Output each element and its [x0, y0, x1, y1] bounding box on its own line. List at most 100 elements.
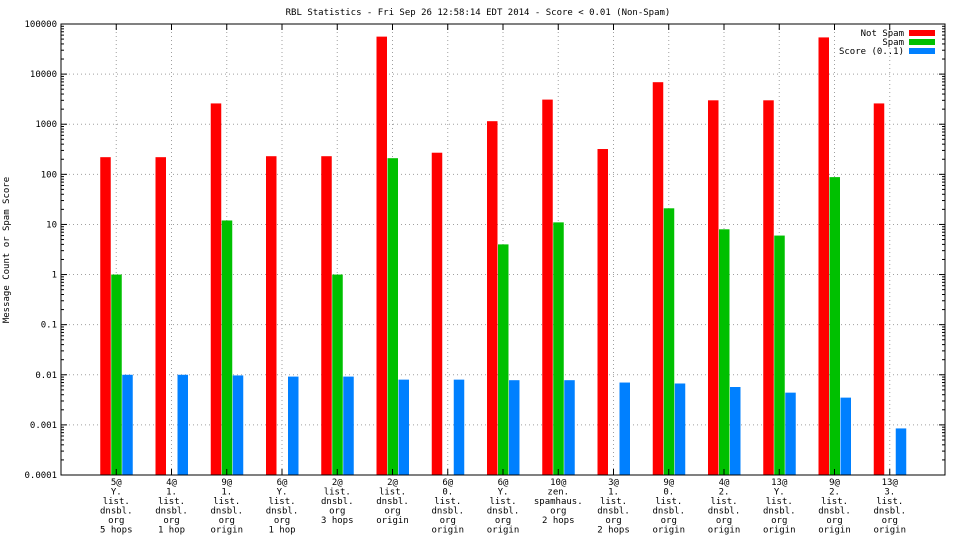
x-tick-label: 6@ [277, 478, 288, 488]
x-tick-label: 1. [221, 488, 232, 498]
x-tick-label: list. [268, 497, 295, 507]
x-tick-label: Y. [774, 488, 785, 498]
x-tick-label: dnsbl. [155, 507, 188, 517]
x-tick-label: 1 hop [268, 526, 295, 536]
x-tick-label: list. [489, 497, 516, 507]
bar-score-0-1 [674, 383, 686, 475]
x-tick-label: list. [158, 497, 185, 507]
x-tick-label: org [661, 516, 677, 526]
bar-score-0-1 [343, 376, 354, 475]
bar-score-0-1 [288, 376, 299, 475]
x-tick-label: dnsbl. [266, 507, 299, 517]
bar-not-spam [431, 152, 443, 475]
x-tick-label: 9@ [829, 478, 840, 488]
x-tick-label: org [163, 516, 179, 526]
y-tick-label: 1 [52, 271, 57, 281]
bar-score-0-1 [785, 392, 796, 475]
x-tick-label: 6@ [442, 478, 453, 488]
bar-not-spam [210, 103, 222, 476]
y-tick-label: 0.01 [35, 371, 57, 381]
x-tick-label: 3 hops [321, 516, 354, 526]
y-tick-label: 1000 [35, 120, 57, 130]
bar-spam [498, 244, 509, 475]
x-tick-label: 2 hops [597, 526, 630, 536]
bars [100, 36, 907, 476]
x-tick-label: 2 hops [542, 516, 575, 526]
x-tick-label: origin [873, 526, 906, 536]
x-tick-label: org [771, 516, 787, 526]
bar-spam [221, 220, 233, 475]
x-tick-label: list. [876, 497, 903, 507]
legend-label: Spam [882, 38, 904, 48]
x-tick-label: org [219, 516, 235, 526]
legend-swatch [909, 39, 935, 45]
y-tick-label: 0.001 [30, 421, 57, 431]
x-tick-label: dnsbl. [210, 507, 243, 517]
bar-spam [663, 208, 675, 476]
x-tick-label: dnsbl. [818, 507, 851, 517]
x-tick-label: 1 hop [158, 526, 185, 536]
x-tick-label: Y. [277, 488, 288, 498]
bar-not-spam [708, 100, 719, 476]
y-ticks: 100000 10000 1000 100 10 1 0.1 0.01 0.001 0.0001 [24, 20, 945, 481]
x-tick-label: org [495, 516, 511, 526]
x-tick-label: dnsbl. [708, 507, 741, 517]
x-tick-label: org [329, 507, 345, 517]
x-tick-label: org [384, 507, 400, 517]
bar-not-spam [376, 36, 387, 475]
bar-not-spam [763, 100, 774, 476]
x-tick-label: dnsbl. [376, 497, 409, 507]
x-tick-label: origin [210, 526, 243, 536]
bar-score-0-1 [564, 380, 575, 475]
x-tick-label: spamhaus. [534, 497, 583, 507]
x-tick-label: dnsbl. [321, 497, 354, 507]
x-tick-label: 5@ [111, 478, 122, 488]
x-tick-label: list. [324, 488, 351, 498]
x-tick-label: org [882, 516, 898, 526]
y-tick-label: 0.0001 [24, 471, 57, 481]
y-tick-label: 100 [41, 170, 57, 180]
bar-score-0-1 [453, 379, 465, 475]
x-tick-label: 0. [663, 488, 674, 498]
x-tick-label: org [440, 516, 456, 526]
x-tick-label: dnsbl. [487, 507, 520, 517]
bar-score-0-1 [840, 397, 851, 475]
x-tick-label: 4@ [166, 478, 177, 488]
y-tick-label: 10 [46, 220, 57, 230]
x-tick-label: list. [434, 497, 461, 507]
legend-swatch [909, 30, 935, 36]
y-tick-label: 10000 [30, 70, 57, 80]
x-tick-label: Y. [111, 488, 122, 498]
x-tick-label: 1. [608, 488, 619, 498]
x-tick-label: 2@ [332, 478, 343, 488]
x-tick-label: 3. [884, 488, 895, 498]
bar-score-0-1 [619, 382, 630, 475]
x-tick-label: org [274, 516, 290, 526]
x-tick-label: 6@ [498, 478, 509, 488]
bar-spam [553, 222, 564, 475]
bar-not-spam [155, 157, 166, 476]
x-tick-label: 5 hops [100, 526, 133, 536]
x-tick-label: list. [379, 488, 406, 498]
x-tick-label: 9@ [663, 478, 674, 488]
x-tick-label: dnsbl. [873, 507, 906, 517]
x-tick-label: dnsbl. [652, 507, 685, 517]
bar-score-0-1 [398, 379, 409, 475]
x-tick-label: dnsbl. [431, 507, 464, 517]
bar-not-spam [100, 157, 111, 476]
bar-score-0-1 [730, 387, 741, 475]
x-tick-label: org [108, 516, 124, 526]
x-tick-label: dnsbl. [763, 507, 796, 517]
x-tick-label: 0. [442, 488, 453, 498]
chart-title: RBL Statistics - Fri Sep 26 12:58:14 EDT… [286, 8, 671, 18]
x-tick-label: 1. [166, 488, 177, 498]
x-tick-label: 2. [719, 488, 730, 498]
bar-spam [774, 235, 785, 475]
x-tick-label: 3@ [608, 478, 619, 488]
x-tick-label: origin [652, 526, 685, 536]
x-tick-label: dnsbl. [597, 507, 630, 517]
bar-not-spam [266, 156, 277, 475]
